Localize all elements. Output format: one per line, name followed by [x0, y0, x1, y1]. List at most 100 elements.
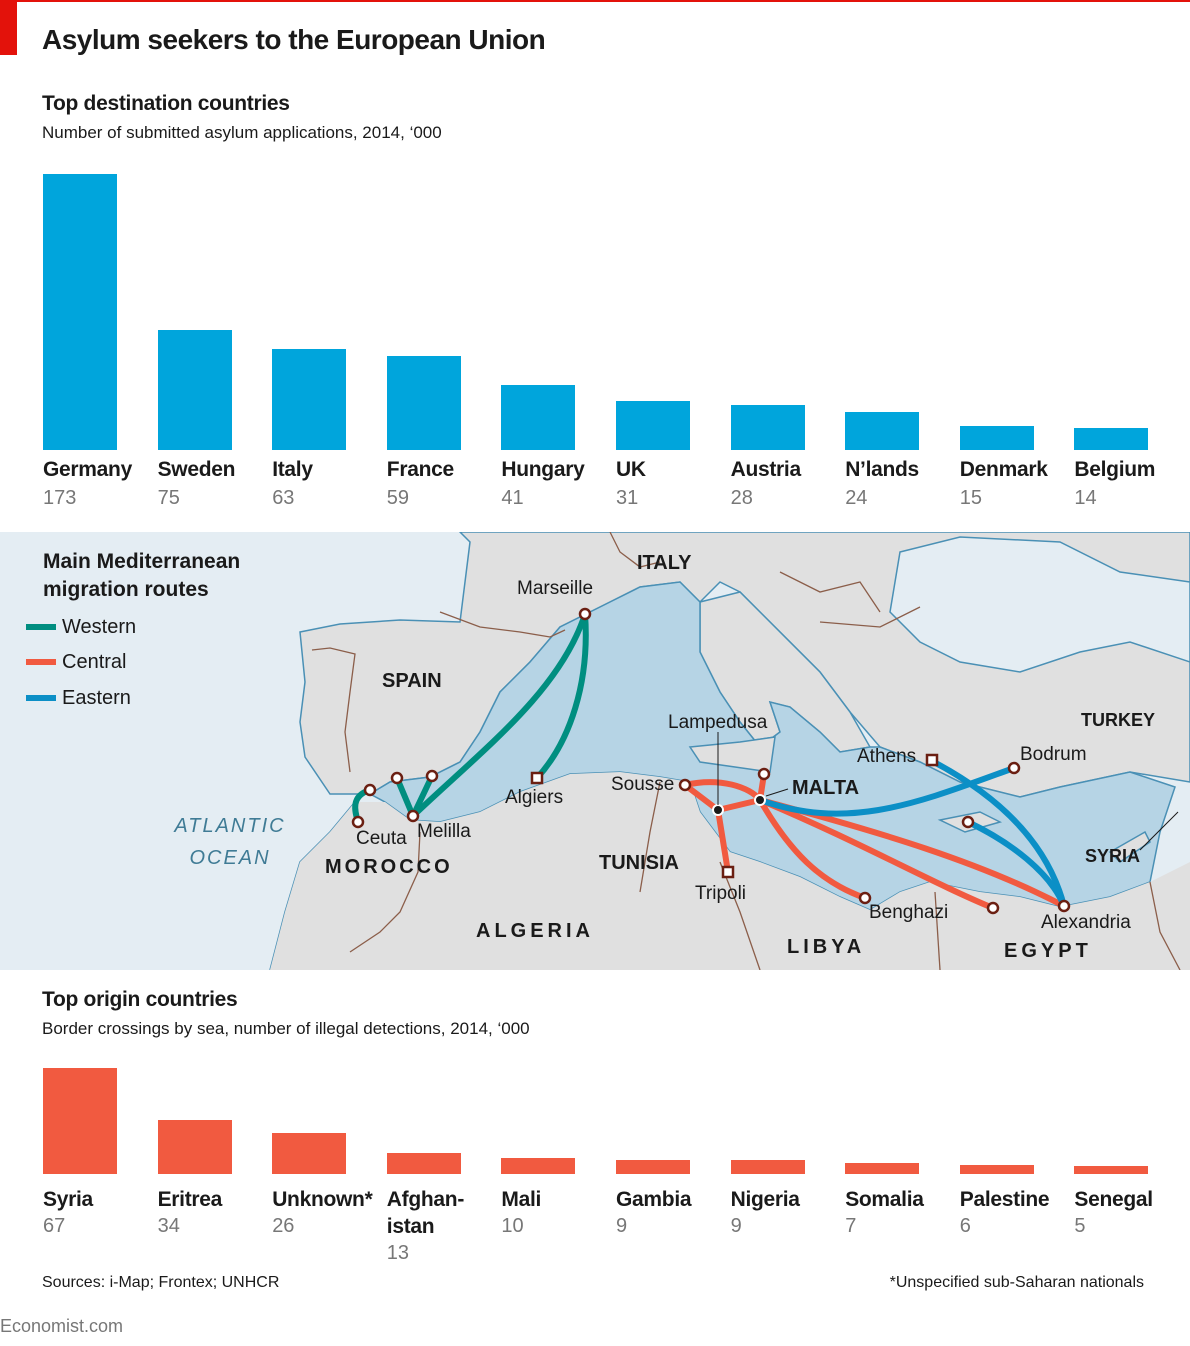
- brand-credit: Economist.com: [0, 1316, 124, 1336]
- central-routes: [682, 771, 1067, 911]
- destination-bar-value: 173: [43, 487, 77, 509]
- footnote: *Unspecified sub-Saharan nationals: [889, 1274, 1144, 1291]
- brand-red-tag: [0, 0, 17, 55]
- origin-bar-value: 34: [157, 1215, 180, 1237]
- national-borders: [311, 532, 1181, 970]
- origin-bar-label: Syria: [43, 1188, 93, 1211]
- destination-bar-value: 41: [501, 487, 524, 509]
- legend-central: Central: [26, 650, 126, 674]
- city-athens: Athens: [857, 746, 917, 767]
- sources-note: Sources: i-Map; Frontex; UNHCR: [42, 1274, 280, 1291]
- legend-eastern: Eastern: [26, 686, 131, 710]
- city-tripoli: Tripoli: [695, 883, 747, 904]
- city-markers: [351, 607, 1071, 915]
- destination-bar-label: N’lands: [845, 458, 919, 481]
- label-turkey: TURKEY: [1081, 710, 1156, 730]
- label-algeria: ALGERIA: [476, 920, 594, 942]
- label-malta: MALTA: [792, 777, 860, 799]
- origin-bar-value: 67: [43, 1215, 66, 1237]
- label-morocco: MOROCCO: [325, 856, 453, 878]
- mediterranean-route-map: Main Mediterranean migration routes West…: [0, 532, 1190, 970]
- origin-bar-value: 5: [1074, 1215, 1086, 1237]
- origin-bar-value: 13: [386, 1242, 410, 1264]
- capital-markers: [530, 753, 939, 879]
- top-rule: [0, 0, 1190, 2]
- destination-bar-label: Germany: [43, 458, 132, 481]
- western-swatch-icon: [26, 624, 56, 630]
- city-melilla: Melilla: [417, 821, 471, 842]
- destination-bar-value: 59: [386, 487, 410, 509]
- destination-bar: [157, 330, 232, 450]
- city-bodrum: Bodrum: [1020, 744, 1087, 765]
- destination-bar-label: UK: [616, 458, 646, 481]
- origin-bar: [501, 1158, 576, 1174]
- map-legend-title: Main Mediterranean migration routes: [43, 550, 241, 601]
- origin-bar-label: Gambia: [616, 1188, 692, 1211]
- label-egypt: EGYPT: [1004, 940, 1092, 962]
- destination-bar: [272, 349, 347, 450]
- destination-bar-value: 28: [730, 487, 753, 509]
- destination-bar-label: Denmark: [959, 458, 1048, 481]
- origin-chart-subtitle: Border crossings by sea, number of illeg…: [42, 1019, 530, 1038]
- destination-bar: [730, 405, 805, 450]
- destination-bar: [616, 401, 690, 450]
- eastern-swatch-icon: [26, 695, 56, 701]
- cyprus: [1108, 830, 1151, 863]
- label-syria: SYRIA: [1085, 846, 1141, 866]
- origin-bar-value: 26: [272, 1215, 295, 1237]
- map-graphic: [0, 532, 1190, 970]
- label-atlantic-ocean: ATLANTIC OCEAN: [174, 815, 286, 869]
- city-alexandria: Alexandria: [1041, 912, 1131, 933]
- label-spain: SPAIN: [382, 670, 442, 692]
- origin-bar-label: Unknown*: [272, 1188, 373, 1211]
- city-sousse: Sousse: [611, 774, 675, 795]
- black-sea: [889, 536, 1190, 673]
- destination-bar-value: 24: [845, 487, 868, 509]
- city-algiers: Algiers: [505, 787, 564, 808]
- label-tunisia: TUNISIA: [599, 852, 679, 874]
- origin-bar: [157, 1120, 232, 1174]
- origin-bar: [386, 1153, 461, 1174]
- destination-bar-label: Austria: [730, 458, 802, 481]
- label-italy: ITALY: [637, 552, 692, 574]
- origin-bar-label: Nigeria: [730, 1188, 800, 1211]
- destination-bar: [386, 356, 461, 450]
- city-benghazi: Benghazi: [869, 902, 949, 923]
- origin-bar: [845, 1163, 920, 1174]
- origin-bar: [959, 1165, 1034, 1174]
- destination-bar: [43, 174, 117, 450]
- origin-chart-title: Top origin countries: [42, 988, 238, 1011]
- destination-bar-value: 63: [272, 487, 295, 509]
- junction-dots: [712, 794, 766, 816]
- origin-bar-label: Afghan- istan: [386, 1188, 465, 1238]
- origin-bar-value: 9: [730, 1215, 742, 1237]
- eastern-routes: [757, 758, 1067, 909]
- origin-bar: [272, 1133, 347, 1174]
- destination-bar-label: France: [386, 458, 454, 481]
- destination-bar: [1074, 428, 1149, 450]
- destination-bar: [501, 385, 576, 450]
- destination-chart-title: Top destination countries: [42, 92, 290, 115]
- leader-lines: [717, 732, 1179, 851]
- origin-bar-label: Eritrea: [157, 1188, 223, 1211]
- destination-bar-value: 15: [959, 487, 983, 509]
- destination-bar-label: Italy: [272, 458, 313, 481]
- destination-bar: [845, 412, 920, 450]
- destination-bar-value: 75: [157, 487, 180, 509]
- destination-bar-value: 31: [616, 487, 639, 509]
- destination-bar: [959, 426, 1034, 450]
- origin-bar: [730, 1160, 805, 1174]
- origin-bar-value: 9: [616, 1215, 628, 1237]
- origin-bar-label: Senegal: [1074, 1188, 1153, 1211]
- origin-bar-label: Mali: [501, 1188, 542, 1211]
- central-swatch-icon: [26, 659, 56, 665]
- origin-bar: [616, 1160, 690, 1174]
- legend-western: Western: [26, 615, 136, 639]
- page-title: Asylum seekers to the European Union: [42, 24, 546, 55]
- origin-bar: [43, 1068, 117, 1174]
- city-marseille: Marseille: [517, 578, 594, 599]
- label-libya: LIBYA: [787, 936, 866, 958]
- city-ceuta: Ceuta: [356, 828, 407, 849]
- origin-bar-value: 6: [959, 1215, 971, 1237]
- origin-bar-value: 7: [845, 1215, 857, 1237]
